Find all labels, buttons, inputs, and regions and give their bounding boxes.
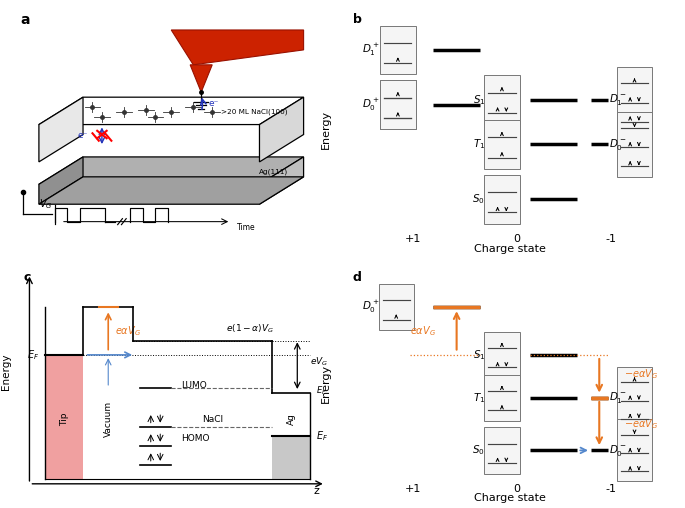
Text: e⁻: e⁻ [78,131,88,140]
Text: $T_1$: $T_1$ [473,138,485,151]
Text: $D_1^-$: $D_1^-$ [610,92,627,107]
Bar [484,75,519,124]
Polygon shape [260,97,303,162]
Text: $e\alpha V_G$: $e\alpha V_G$ [114,324,140,338]
Text: Energy: Energy [321,364,331,403]
Text: $-e\alpha V_G$: $-e\alpha V_G$ [625,367,658,381]
Text: d: d [353,271,362,284]
Polygon shape [190,65,212,92]
Text: z: z [314,486,319,496]
Text: Ag: Ag [286,414,295,425]
Text: $D_0^-$: $D_0^-$ [610,443,627,458]
Polygon shape [39,157,83,204]
Text: Energy: Energy [321,110,331,149]
Bar [484,332,519,378]
Bar [272,436,310,479]
Bar [617,367,652,429]
Text: qPlus cantilever: qPlus cantilever [203,34,273,43]
Bar [379,284,414,330]
Text: >20 ML NaCl(100): >20 ML NaCl(100) [221,109,288,115]
Bar [380,80,416,129]
Bar [380,25,416,74]
Text: Vacuum: Vacuum [103,401,113,437]
Bar [380,80,416,129]
Text: $E_F$: $E_F$ [316,429,328,443]
Text: $e(1-\alpha)V_G$: $e(1-\alpha)V_G$ [226,323,274,335]
Bar [617,68,652,132]
Text: $-e\alpha V_G$: $-e\alpha V_G$ [625,417,658,431]
Bar [45,355,83,479]
Text: HOMO: HOMO [181,434,209,443]
Polygon shape [39,157,303,184]
Text: Tip: Tip [60,412,68,426]
Text: 0: 0 [514,234,521,244]
Polygon shape [39,177,303,204]
Text: -1: -1 [606,484,616,494]
Text: $D_0^-$: $D_0^-$ [610,137,627,152]
Text: $E_F$: $E_F$ [27,348,39,362]
Text: e⁻: e⁻ [209,99,219,108]
Polygon shape [39,97,303,124]
Bar [617,420,652,482]
Text: $D_1^-$: $D_1^-$ [610,390,627,405]
Text: b: b [353,13,362,25]
Text: Charge state: Charge state [475,244,546,254]
Polygon shape [39,97,83,162]
Text: $\mathit{V_G}$: $\mathit{V_G}$ [39,197,53,211]
Bar [484,175,519,224]
Text: c: c [23,271,31,284]
Polygon shape [171,30,303,65]
Text: a: a [20,13,29,26]
Text: $e\alpha V_G$: $e\alpha V_G$ [410,324,436,338]
Text: $D_0^+$: $D_0^+$ [362,97,379,113]
Text: $S_1$: $S_1$ [473,348,485,362]
Text: LUMO: LUMO [181,382,206,391]
Text: $S_0$: $S_0$ [473,193,485,206]
Text: Ag(111): Ag(111) [259,169,288,175]
Text: +1: +1 [405,234,421,244]
Polygon shape [260,157,303,204]
Text: Charge state: Charge state [475,493,546,503]
Text: $T_1$: $T_1$ [473,391,485,405]
Text: $D_1^+$: $D_1^+$ [362,42,379,58]
Text: $S_1$: $S_1$ [473,93,485,107]
Text: 0: 0 [514,484,521,494]
Bar [617,112,652,177]
Bar [484,427,519,473]
Bar [484,120,519,169]
Text: $S_0$: $S_0$ [473,443,485,457]
Text: +1: +1 [405,484,421,494]
Text: NaCl: NaCl [201,415,223,424]
Text: Energy: Energy [1,354,10,390]
Text: $eV_G$: $eV_G$ [310,356,328,368]
Bar [484,374,519,421]
Text: -1: -1 [606,234,616,244]
Text: $D_0^+$: $D_0^+$ [362,299,379,315]
Text: $E_F$: $E_F$ [316,385,327,397]
Text: Time: Time [238,223,256,232]
